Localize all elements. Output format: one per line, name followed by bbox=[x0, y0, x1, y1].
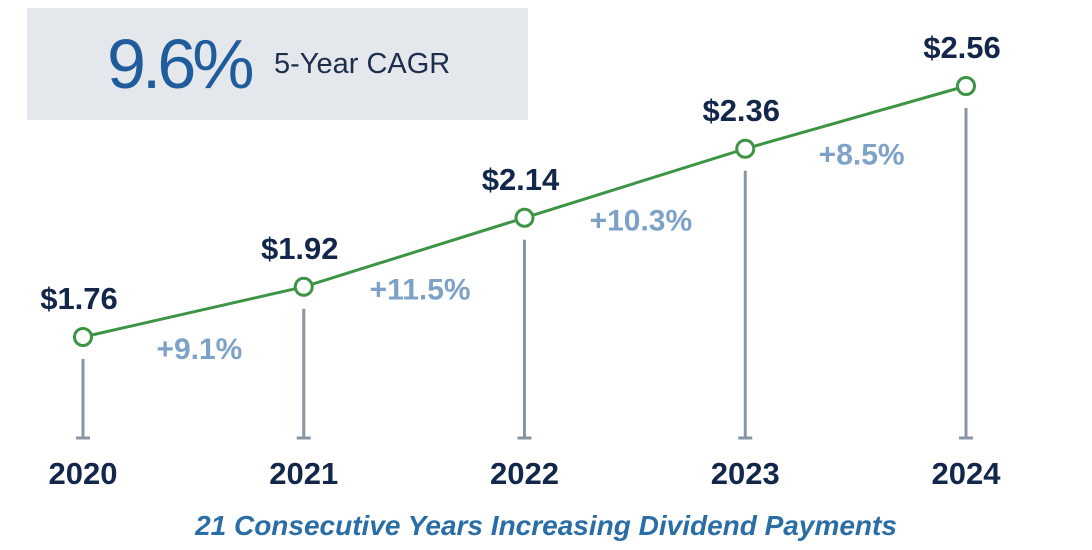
data-label: $1.92 bbox=[261, 231, 339, 266]
dividend-line-chart: $1.76 $1.92 $2.14 $2.36 $2.56 +9.1% +11.5% +10.… bbox=[40, 30, 1002, 491]
x-tick-label: 2023 bbox=[711, 456, 780, 491]
cagr-box: 9.6% 5-Year CAGR bbox=[27, 8, 528, 120]
data-label: $2.56 bbox=[923, 30, 1001, 65]
cagr-value: 9.6% bbox=[107, 25, 255, 103]
x-tick-label: 2024 bbox=[932, 456, 1002, 491]
data-point bbox=[293, 276, 314, 297]
cagr-label: 5-Year CAGR bbox=[274, 48, 451, 80]
growth-label: +11.5% bbox=[370, 273, 471, 306]
x-tick-label: 2020 bbox=[49, 456, 118, 491]
footnote: 21 Consecutive Years Increasing Dividend… bbox=[195, 510, 897, 541]
x-tick-label: 2021 bbox=[269, 456, 338, 491]
data-point bbox=[514, 207, 535, 228]
data-label: $1.76 bbox=[40, 281, 118, 316]
data-point bbox=[956, 76, 976, 96]
growth-label: +10.3% bbox=[590, 204, 693, 237]
growth-label: +8.5% bbox=[819, 138, 905, 171]
data-point bbox=[73, 327, 93, 347]
data-label: $2.14 bbox=[482, 162, 560, 197]
growth-label: +9.1% bbox=[156, 333, 242, 366]
data-label: $2.36 bbox=[702, 93, 780, 128]
data-point bbox=[735, 138, 756, 159]
x-tick-label: 2022 bbox=[490, 456, 559, 491]
